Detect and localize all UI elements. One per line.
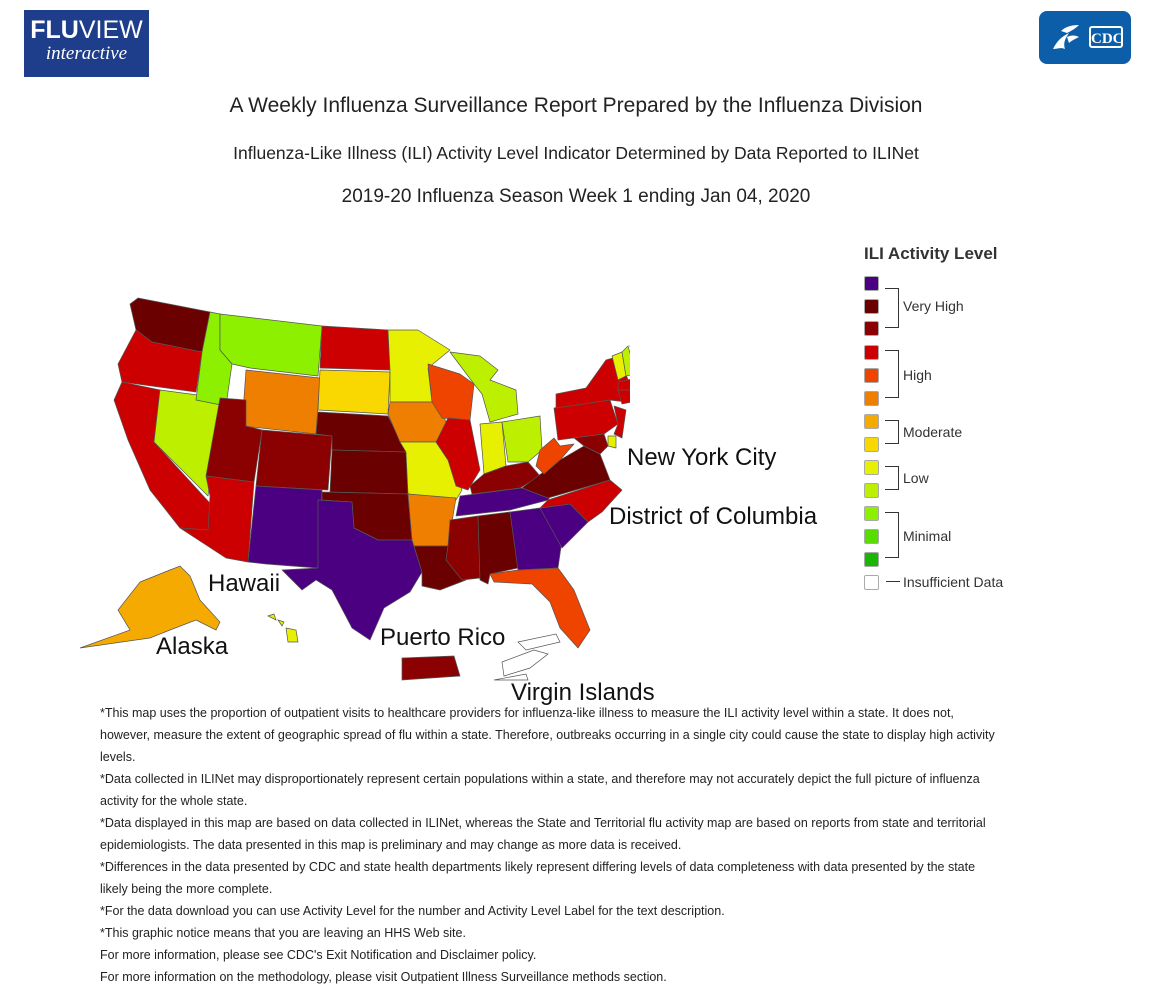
state-md[interactable]: [573, 433, 609, 455]
legend-swatch[interactable]: [864, 483, 879, 498]
legend-label-minimal: Minimal: [903, 528, 952, 544]
season-week-title: 2019-20 Influenza Season Week 1 ending J…: [341, 186, 811, 207]
footnote: *This map uses the proportion of outpati…: [100, 706, 995, 764]
state-ct[interactable]: [617, 389, 630, 405]
state-vi[interactable]: [493, 633, 561, 681]
legend-label-very-high: Very High: [903, 298, 964, 314]
state-co[interactable]: [255, 429, 333, 491]
state-nc[interactable]: [539, 479, 623, 523]
legend-swatch[interactable]: [864, 321, 879, 336]
state-sd[interactable]: [317, 369, 391, 415]
legend-swatch[interactable]: [864, 414, 879, 429]
state-ak[interactable]: [79, 565, 221, 649]
footnote: *Differences in the data presented by CD…: [100, 860, 976, 896]
footnotes: *This map uses the proportion of outpati…: [100, 702, 1000, 988]
label-virgin-islands: Virgin Islands: [511, 679, 655, 706]
legend-bracket-minimal: [885, 512, 899, 558]
report-subtitle: Influenza-Like Illness (ILI) Activity Le…: [233, 143, 919, 163]
legend-swatch[interactable]: [864, 529, 879, 544]
state-nd[interactable]: [319, 325, 391, 371]
legend-label-low: Low: [903, 470, 929, 486]
cdc-logo-text: CDC: [1089, 26, 1124, 48]
state-tx[interactable]: [281, 499, 423, 641]
state-va[interactable]: [521, 445, 611, 499]
state-il[interactable]: [435, 417, 481, 491]
hhs-eagle-icon: [1053, 25, 1079, 49]
label-hawaii: Hawaii: [208, 570, 281, 597]
legend-swatch[interactable]: [864, 299, 879, 314]
state-ks[interactable]: [329, 449, 409, 495]
fluview-logo-line2: interactive: [45, 43, 128, 64]
report-title: A Weekly Influenza Surveillance Report P…: [229, 94, 923, 117]
label-new-york-city: New York City: [627, 444, 777, 471]
legend-title: ILI Activity Level: [864, 244, 998, 263]
state-nh[interactable]: [621, 345, 630, 377]
state-or[interactable]: [117, 329, 203, 393]
state-de[interactable]: [607, 435, 617, 449]
legend-label-insufficient-data: Insufficient Data: [903, 574, 1004, 590]
legend-bracket-moderate: [885, 420, 899, 444]
legend-swatch[interactable]: [864, 276, 879, 291]
state-wv[interactable]: [535, 437, 575, 475]
state-nm[interactable]: [247, 485, 323, 569]
footnote: For more information, please see CDC's E…: [100, 948, 537, 962]
legend-swatch[interactable]: [864, 552, 879, 567]
footnote: *For the data download you can use Activ…: [100, 904, 725, 918]
ili-activity-map: [79, 297, 630, 681]
legend-swatch[interactable]: [864, 506, 879, 521]
state-oh[interactable]: [501, 415, 543, 463]
legend-bracket-high: [885, 350, 899, 398]
state-hi[interactable]: [267, 613, 299, 643]
label-alaska: Alaska: [156, 633, 229, 660]
legend-bracket-low: [885, 466, 899, 490]
state-in[interactable]: [479, 421, 507, 475]
state-nj[interactable]: [613, 405, 627, 439]
legend-label-moderate: Moderate: [903, 424, 963, 440]
state-mt[interactable]: [219, 313, 323, 377]
state-az[interactable]: [179, 475, 255, 563]
legend-swatch[interactable]: [864, 391, 879, 406]
footnote: *Data displayed in this map are based on…: [100, 816, 986, 852]
state-pr[interactable]: [401, 655, 461, 681]
label-puerto-rico: Puerto Rico: [380, 624, 506, 651]
legend-swatch[interactable]: [864, 575, 879, 590]
state-fl[interactable]: [489, 567, 591, 649]
footnote: *Data collected in ILINet may disproport…: [100, 772, 980, 808]
legend-swatch[interactable]: [864, 368, 879, 383]
state-wy[interactable]: [241, 369, 321, 435]
legend-swatch[interactable]: [864, 345, 879, 360]
legend-bracket-very-high: [885, 288, 899, 328]
state-ma[interactable]: [617, 378, 630, 391]
footnote: *This graphic notice means that you are …: [100, 926, 466, 940]
cdc-logo[interactable]: CDC: [1039, 11, 1131, 64]
fluview-logo-line1: FLUVIEW: [30, 16, 143, 44]
state-ky[interactable]: [469, 461, 541, 495]
legend-label-high: High: [903, 367, 932, 383]
footnote: For more information on the methodology,…: [100, 970, 667, 984]
legend-dash-insufficient: [886, 581, 900, 582]
state-ny[interactable]: [555, 355, 630, 409]
label-district-of-columbia: District of Columbia: [609, 503, 818, 530]
legend-swatch[interactable]: [864, 460, 879, 475]
fluview-logo[interactable]: FLUVIEW interactive: [24, 10, 149, 77]
state-mi[interactable]: [449, 351, 519, 423]
legend-swatch[interactable]: [864, 437, 879, 452]
